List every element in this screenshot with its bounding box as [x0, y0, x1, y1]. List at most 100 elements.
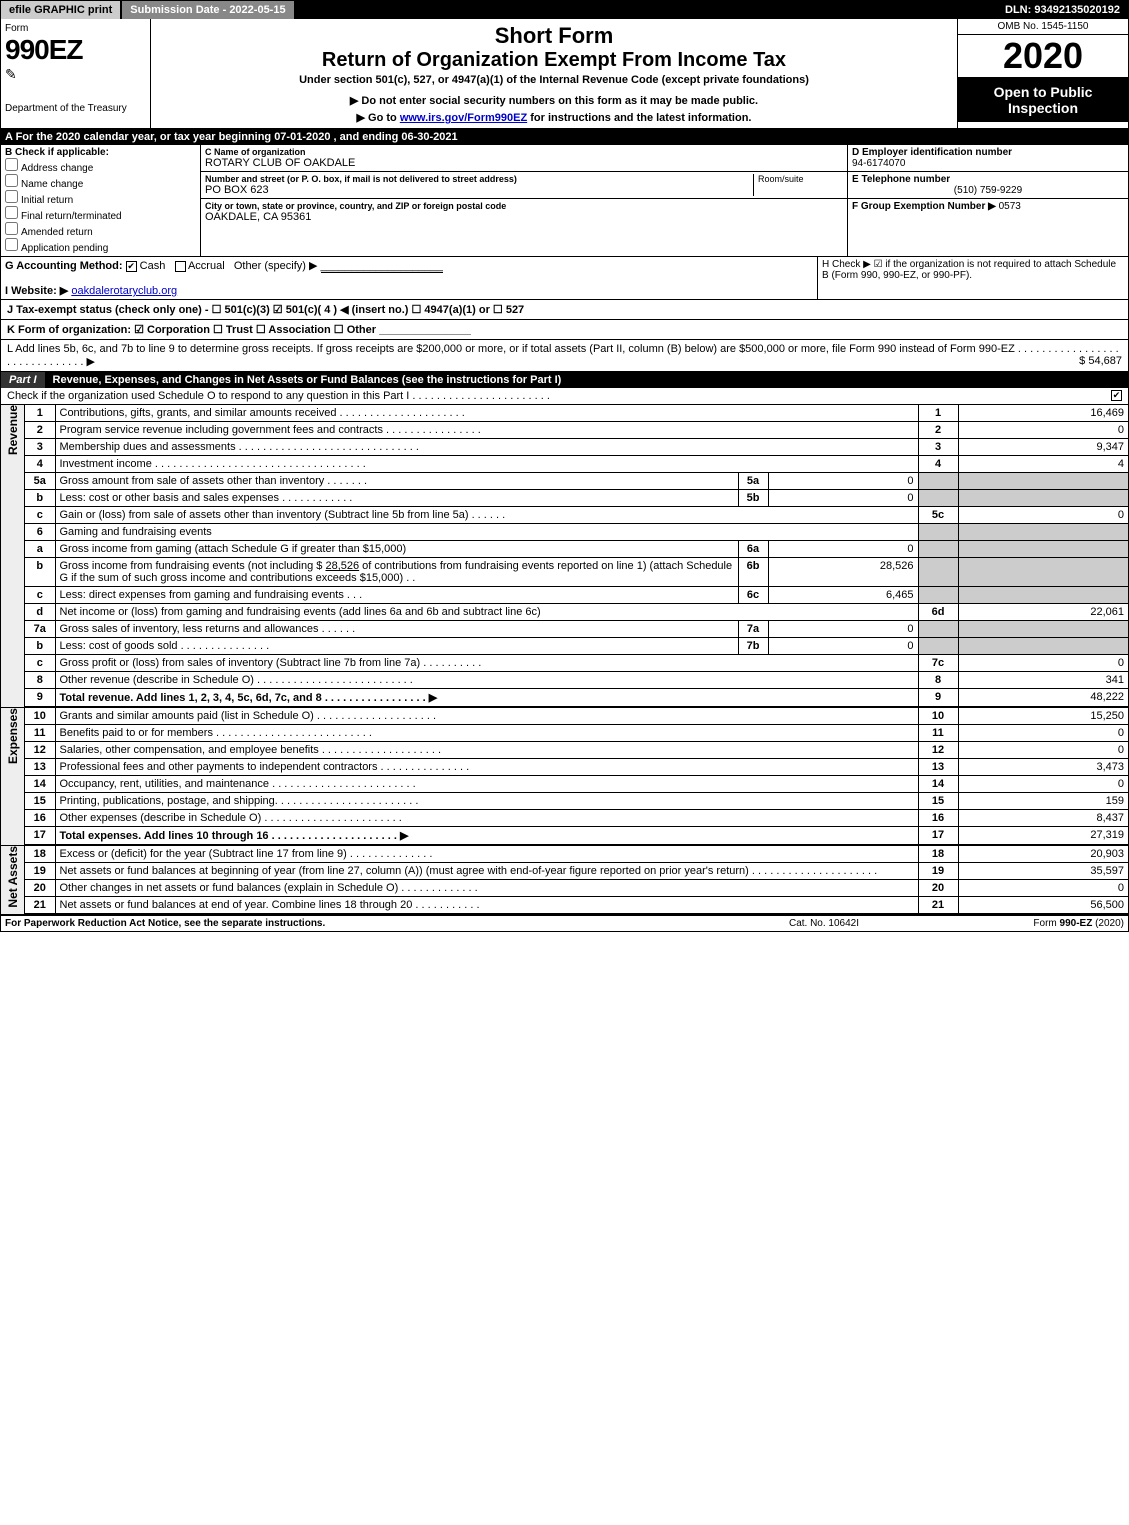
line-1: 1Contributions, gifts, grants, and simil…: [25, 405, 1128, 422]
6b-pre: Gross income from fundraising events (no…: [60, 560, 326, 572]
6b-amount: 28,526: [325, 560, 359, 572]
l-value: $ 54,687: [1079, 355, 1122, 367]
header-middle: Short Form Return of Organization Exempt…: [151, 19, 958, 128]
org-name: ROTARY CLUB OF OAKDALE: [205, 157, 843, 169]
form-footer: Form 990-EZ (2020): [924, 918, 1124, 929]
check-cash[interactable]: [126, 261, 137, 272]
footer: For Paperwork Reduction Act Notice, see …: [1, 916, 1128, 931]
revenue-vlabel: Revenue: [1, 405, 25, 707]
line-7a: 7aGross sales of inventory, less returns…: [25, 621, 1128, 638]
b-label: B Check if applicable:: [5, 147, 196, 158]
paperwork-notice: For Paperwork Reduction Act Notice, see …: [5, 918, 724, 929]
other-blank: ____________________: [321, 260, 443, 273]
line-13: 13Professional fees and other payments t…: [25, 759, 1128, 776]
goto-line: ▶ Go to www.irs.gov/Form990EZ for instru…: [155, 111, 953, 124]
line-8: 8Other revenue (describe in Schedule O) …: [25, 672, 1128, 689]
check-name[interactable]: Name change: [5, 174, 196, 190]
form-container: efile GRAPHIC print Submission Date - 20…: [0, 0, 1129, 932]
line-6a: aGross income from gaming (attach Schedu…: [25, 541, 1128, 558]
line-4: 4Investment income . . . . . . . . . . .…: [25, 456, 1128, 473]
netassets-section: Net Assets 18Excess or (deficit) for the…: [1, 846, 1128, 916]
netassets-table: 18Excess or (deficit) for the year (Subt…: [25, 846, 1128, 914]
h-box: H Check ▶ ☑ if the organization is not r…: [818, 257, 1128, 299]
cash-label: Cash: [140, 260, 166, 272]
main-title: Return of Organization Exempt From Incom…: [155, 49, 953, 72]
accrual-label: Accrual: [188, 260, 225, 272]
phone-value: (510) 759-9229: [852, 185, 1124, 196]
short-form-title: Short Form: [155, 23, 953, 49]
group-exemption: 0573: [999, 201, 1021, 212]
line-6c: cLess: direct expenses from gaming and f…: [25, 587, 1128, 604]
room-label: Room/suite: [753, 174, 843, 196]
line-3: 3Membership dues and assessments . . . .…: [25, 439, 1128, 456]
omb-number: OMB No. 1545-1150: [958, 19, 1128, 35]
expenses-vlabel: Expenses: [1, 708, 25, 845]
irs-link[interactable]: www.irs.gov/Form990EZ: [400, 112, 527, 124]
k-row: K Form of organization: ☑ Corporation ☐ …: [1, 320, 1128, 340]
j-label: J Tax-exempt status (check only one) - ☐…: [7, 304, 524, 316]
l-row: L Add lines 5b, 6c, and 7b to line 9 to …: [1, 340, 1128, 372]
line-6d: dNet income or (loss) from gaming and fu…: [25, 604, 1128, 621]
line-18: 18Excess or (deficit) for the year (Subt…: [25, 846, 1128, 863]
form-header: Form 990EZ ✎ Department of the Treasury …: [1, 19, 1128, 129]
f-label: F Group Exemption Number ▶: [852, 201, 996, 212]
ssn-warning: ▶ Do not enter social security numbers o…: [155, 94, 953, 107]
line-6: 6Gaming and fundraising events: [25, 524, 1128, 541]
topbar: efile GRAPHIC print Submission Date - 20…: [1, 1, 1128, 19]
check-accrual[interactable]: [175, 261, 186, 272]
form-word: Form: [5, 23, 146, 34]
check-final[interactable]: Final return/terminated: [5, 206, 196, 222]
line-11: 11Benefits paid to or for members . . . …: [25, 725, 1128, 742]
line-2: 2Program service revenue including gover…: [25, 422, 1128, 439]
i-label: I Website: ▶: [5, 285, 68, 297]
addr-label: Number and street (or P. O. box, if mail…: [205, 174, 753, 184]
revenue-section: Revenue 1Contributions, gifts, grants, a…: [1, 405, 1128, 708]
efile-print-button[interactable]: efile GRAPHIC print: [1, 1, 122, 19]
header-right: OMB No. 1545-1150 2020 Open to Public In…: [958, 19, 1128, 128]
part1-header: Part I Revenue, Expenses, and Changes in…: [1, 372, 1128, 388]
check-address[interactable]: Address change: [5, 158, 196, 174]
schedule-o-check[interactable]: [1111, 390, 1122, 401]
line-7c: cGross profit or (loss) from sales of in…: [25, 655, 1128, 672]
expenses-section: Expenses 10Grants and similar amounts pa…: [1, 708, 1128, 846]
part1-checkline: Check if the organization used Schedule …: [1, 388, 1128, 405]
line-10: 10Grants and similar amounts paid (list …: [25, 708, 1128, 725]
line-5b: bLess: cost or other basis and sales exp…: [25, 490, 1128, 507]
entity-block: B Check if applicable: Address change Na…: [1, 145, 1128, 257]
line-16: 16Other expenses (describe in Schedule O…: [25, 810, 1128, 827]
goto-post: for instructions and the latest informat…: [527, 112, 751, 124]
line-14: 14Occupancy, rent, utilities, and mainte…: [25, 776, 1128, 793]
line-20: 20Other changes in net assets or fund ba…: [25, 880, 1128, 897]
line-17: 17Total expenses. Add lines 10 through 1…: [25, 827, 1128, 845]
line-15: 15Printing, publications, postage, and s…: [25, 793, 1128, 810]
ein-value: 94-6174070: [852, 158, 1124, 169]
accounting-row: G Accounting Method: Cash Accrual Other …: [1, 257, 1128, 300]
check-pending[interactable]: Application pending: [5, 238, 196, 254]
period-bar: A For the 2020 calendar year, or tax yea…: [1, 129, 1128, 145]
part1-check-text: Check if the organization used Schedule …: [7, 390, 550, 402]
netassets-vlabel: Net Assets: [1, 846, 25, 914]
ein-column: D Employer identification number 94-6174…: [848, 145, 1128, 256]
check-amended[interactable]: Amended return: [5, 222, 196, 238]
revenue-table: 1Contributions, gifts, grants, and simil…: [25, 405, 1128, 707]
d-label: D Employer identification number: [852, 147, 1124, 158]
line-5a: 5aGross amount from sale of assets other…: [25, 473, 1128, 490]
dept-label: Department of the Treasury: [5, 103, 146, 114]
cat-number: Cat. No. 10642I: [724, 918, 924, 929]
org-column: C Name of organization ROTARY CLUB OF OA…: [201, 145, 848, 256]
city-label: City or town, state or province, country…: [205, 201, 843, 211]
line-6b: b Gross income from fundraising events (…: [25, 558, 1128, 587]
k-label: K Form of organization: ☑ Corporation ☐ …: [7, 324, 471, 336]
open-public: Open to Public Inspection: [958, 78, 1128, 122]
tax-year: 2020: [958, 35, 1128, 78]
header-left: Form 990EZ ✎ Department of the Treasury: [1, 19, 151, 128]
org-city: OAKDALE, CA 95361: [205, 211, 843, 223]
part1-title: Revenue, Expenses, and Changes in Net As…: [45, 372, 570, 388]
j-row: J Tax-exempt status (check only one) - ☐…: [1, 300, 1128, 320]
part1-tag: Part I: [1, 372, 45, 388]
line-5c: cGain or (loss) from sale of assets othe…: [25, 507, 1128, 524]
check-initial[interactable]: Initial return: [5, 190, 196, 206]
org-address: PO BOX 623: [205, 184, 753, 196]
line-21: 21Net assets or fund balances at end of …: [25, 897, 1128, 914]
website-link[interactable]: oakdalerotaryclub.org: [71, 285, 177, 297]
